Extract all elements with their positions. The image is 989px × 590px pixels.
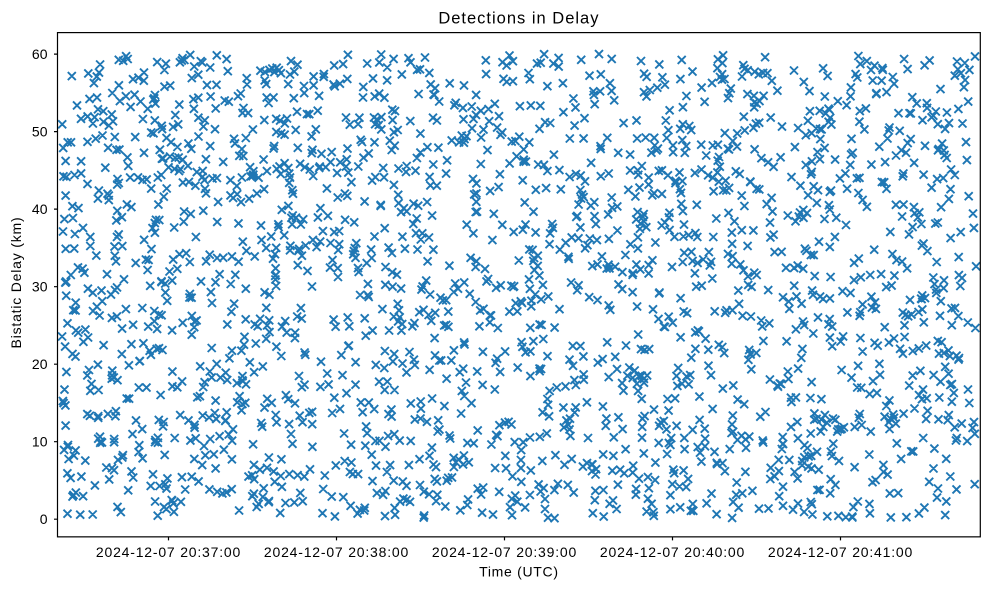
svg-text:50: 50 — [32, 124, 48, 140]
svg-text:40: 40 — [32, 201, 48, 217]
svg-text:2024-12-07 20:38:00: 2024-12-07 20:38:00 — [264, 544, 409, 560]
svg-text:Time (UTC): Time (UTC) — [479, 564, 559, 580]
svg-text:10: 10 — [32, 434, 48, 450]
svg-text:Detections in Delay: Detections in Delay — [438, 9, 599, 27]
svg-text:2024-12-07 20:37:00: 2024-12-07 20:37:00 — [96, 544, 241, 560]
svg-text:60: 60 — [32, 46, 48, 62]
svg-text:30: 30 — [32, 279, 48, 295]
svg-text:20: 20 — [32, 356, 48, 372]
svg-text:2024-12-07 20:41:00: 2024-12-07 20:41:00 — [768, 544, 913, 560]
svg-text:2024-12-07 20:39:00: 2024-12-07 20:39:00 — [432, 544, 577, 560]
svg-text:0: 0 — [40, 511, 48, 527]
svg-text:2024-12-07 20:40:00: 2024-12-07 20:40:00 — [600, 544, 745, 560]
svg-text:Bistatic Delay (km): Bistatic Delay (km) — [8, 217, 24, 349]
